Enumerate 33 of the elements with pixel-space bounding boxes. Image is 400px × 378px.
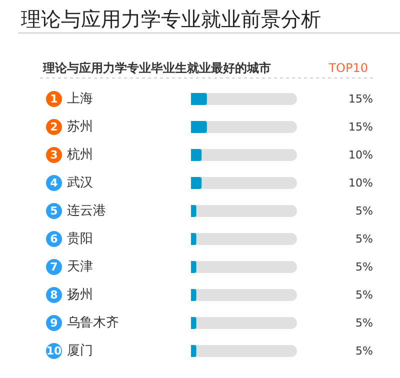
data-label: 15% (348, 92, 373, 106)
data-label: 10% (348, 148, 373, 162)
text: 7 (50, 260, 58, 274)
text: 4 (50, 176, 58, 190)
text: 10 (46, 344, 62, 358)
y-tick-label: 天津 (67, 260, 93, 274)
y-tick-label: 苏州 (67, 120, 93, 134)
text: 3 (50, 148, 58, 162)
data-label: 5% (356, 204, 373, 218)
y-tick-label: 贵阳 (67, 232, 93, 246)
data-label: 5% (356, 232, 373, 246)
y-tick-label: 武汉 (67, 176, 93, 190)
data-label: 5% (356, 260, 373, 274)
text: TOP10 (328, 61, 368, 75)
chart-subtitle: 理论与应用力学专业毕业生就业最好的城市 (42, 61, 271, 75)
text: 9 (50, 316, 58, 330)
text: 2 (50, 120, 58, 134)
data-label: 5% (356, 288, 373, 302)
chart-title: 理论与应用力学专业就业前景分析 (21, 7, 321, 31)
data-label: 10% (348, 176, 373, 190)
y-tick-label: 杭州 (66, 148, 93, 162)
text: 8 (50, 288, 58, 302)
text: 5 (50, 204, 58, 218)
data-label: 5% (356, 344, 373, 358)
y-tick-label: 连云港 (67, 204, 106, 218)
y-tick-label: 上海 (67, 92, 93, 106)
text: 1 (50, 92, 58, 106)
y-tick-label: 乌鲁木齐 (67, 316, 119, 330)
y-tick-label: 扬州 (67, 288, 93, 302)
data-label: 5% (356, 316, 373, 330)
text: 6 (50, 232, 58, 246)
data-label: 15% (348, 120, 373, 134)
y-tick-label: 厦门 (67, 342, 93, 358)
